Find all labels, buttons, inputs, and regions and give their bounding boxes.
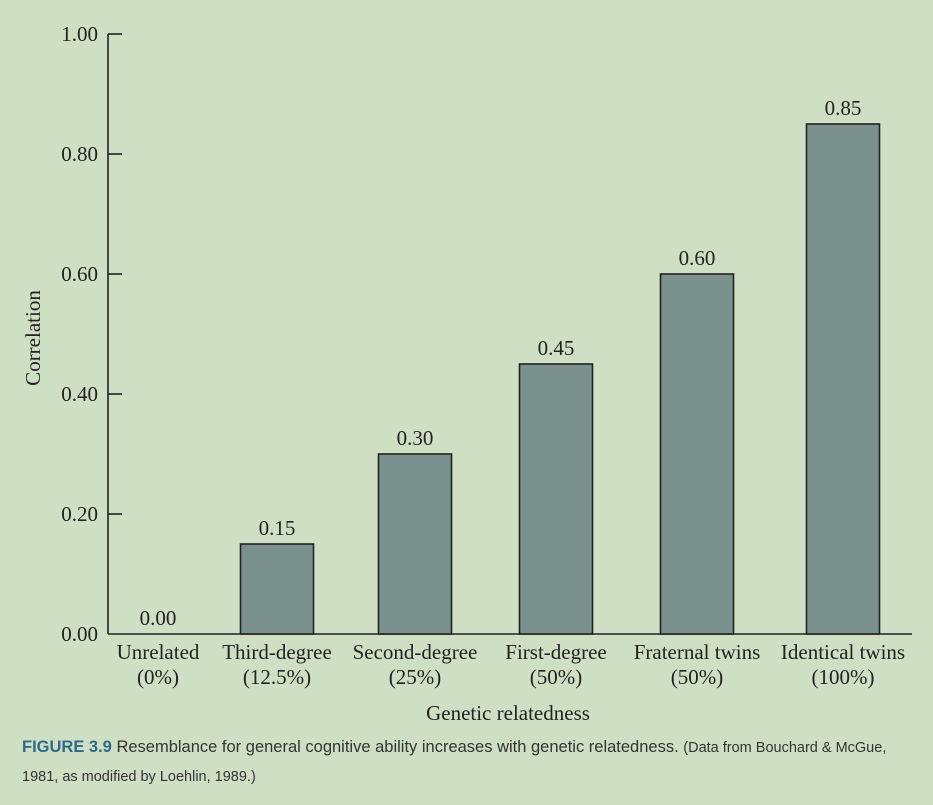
caption-text: Resemblance for general cognitive abilit… (116, 738, 679, 756)
y-axis-title: Correlation (21, 290, 45, 386)
y-tick-label: 0.60 (61, 262, 98, 286)
bar (518, 363, 594, 635)
category-percent: (50%) (530, 665, 582, 689)
bar (377, 453, 453, 635)
category-percent: (50%) (671, 665, 723, 689)
data-label: 0.00 (140, 606, 177, 630)
bar (659, 273, 735, 635)
category-label: Identical twins (781, 640, 905, 664)
data-label: 0.30 (397, 426, 434, 450)
category-percent: (25%) (389, 665, 441, 689)
category-percent: (12.5%) (243, 665, 311, 689)
category-label: Second-degree (353, 640, 478, 664)
data-label: 0.60 (679, 246, 716, 270)
data-label: 0.15 (259, 516, 296, 540)
caption-source: (Data from Bouchard & McGue, 1981, as mo… (22, 740, 887, 785)
y-axis: 0.00 0.20 0.40 0.60 0.80 1.00 (61, 22, 912, 646)
bar-chart: 0.00 0.20 0.40 0.60 0.80 1.00 0.00 0.15 0.30 0.4… (21, 22, 912, 725)
y-tick-label: 1.00 (61, 22, 98, 46)
bars: 0.00 0.15 0.30 0.45 0.60 0.85 (140, 96, 881, 635)
bar (805, 123, 881, 635)
data-label: 0.85 (825, 96, 862, 120)
bar (239, 543, 315, 635)
y-tick-label: 0.20 (61, 502, 98, 526)
category-label: Third-degree (222, 640, 332, 664)
figure-caption: FIGURE 3.9 Resemblance for general cogni… (22, 733, 912, 791)
category-label: Unrelated (117, 640, 200, 664)
y-tick-label: 0.40 (61, 382, 98, 406)
data-label: 0.45 (538, 336, 575, 360)
category-percent: (0%) (137, 665, 179, 689)
x-axis-labels: Unrelated(0%) Third-degree(12.5%) Second-d… (117, 640, 906, 689)
figure-number: FIGURE 3.9 (22, 738, 112, 756)
category-label: First-degree (505, 640, 606, 664)
x-axis-title: Genetic relatedness (426, 701, 590, 725)
y-tick-label: 0.00 (61, 622, 98, 646)
category-label: Fraternal twins (634, 640, 761, 664)
y-tick-label: 0.80 (61, 142, 98, 166)
category-percent: (100%) (812, 665, 875, 689)
